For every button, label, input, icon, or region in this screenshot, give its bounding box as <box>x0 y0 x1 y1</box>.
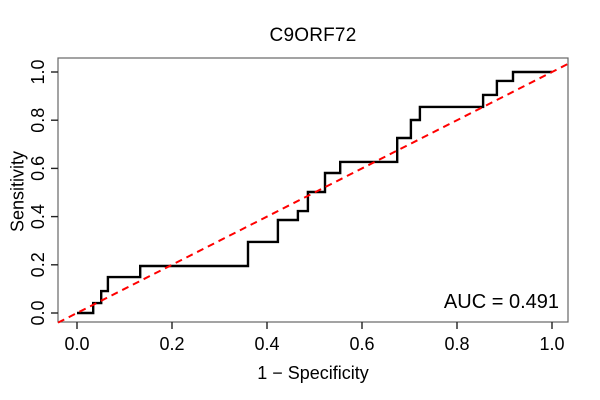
x-axis-title: 1 − Specificity <box>257 363 369 383</box>
x-axis-tick-label: 0.0 <box>64 334 89 354</box>
y-axis-title: Sensitivity <box>7 150 28 233</box>
x-axis-tick-label: 1.0 <box>539 334 564 354</box>
auc-label: AUC = 0.491 <box>443 291 559 313</box>
x-axis-tick-label: 0.8 <box>444 334 469 354</box>
plot-title: C9ORF72 <box>269 25 357 46</box>
y-axis-tick-label: 0.6 <box>28 156 48 181</box>
x-axis-tick-label: 0.6 <box>349 334 374 354</box>
y-axis-tick-label: 0.4 <box>28 204 48 229</box>
y-axis-tick-label: 0.0 <box>28 300 48 325</box>
y-axis-tick-label: 0.8 <box>28 108 48 133</box>
x-axis-tick-label: 0.4 <box>254 334 279 354</box>
chance-diagonal-line <box>57 62 569 324</box>
x-axis-tick-label: 0.2 <box>159 334 184 354</box>
y-axis-tick-label: 1.0 <box>28 59 48 84</box>
y-axis-tick-label: 0.2 <box>28 252 48 277</box>
plot-frame <box>57 57 569 323</box>
